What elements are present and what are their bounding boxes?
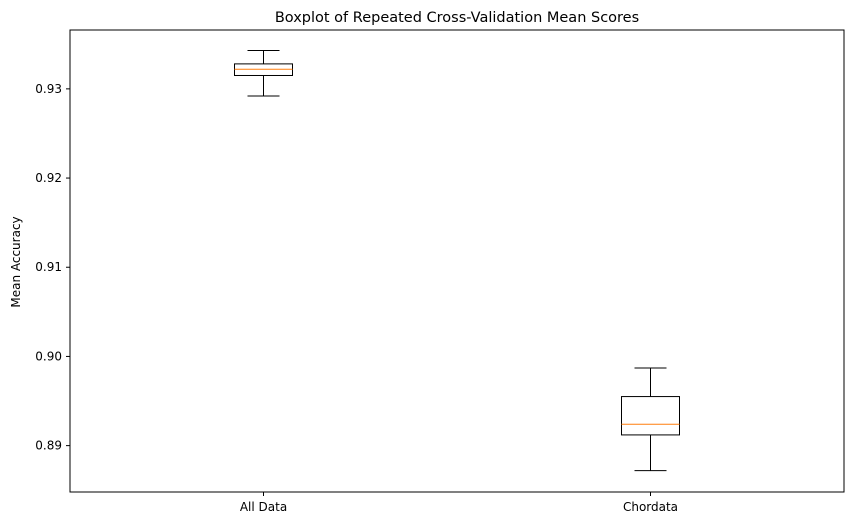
- plot-area: [69, 29, 845, 493]
- y-tick-label: 0.93: [35, 82, 62, 96]
- boxplots: [234, 50, 680, 472]
- x-ticks: All Data Chordata: [240, 492, 678, 514]
- y-tick-label: 0.90: [35, 349, 62, 363]
- y-tick-label: 0.92: [35, 171, 62, 185]
- box: [621, 396, 680, 436]
- x-tick-label: All Data: [240, 500, 287, 514]
- y-tick-label: 0.89: [35, 439, 62, 453]
- y-ticks: 0.89 0.90 0.91 0.92 0.93: [35, 82, 70, 453]
- y-axis-label: Mean Accuracy: [9, 216, 23, 307]
- y-tick-label: 0.91: [35, 260, 62, 274]
- chart-title: Boxplot of Repeated Cross-Validation Mea…: [275, 10, 639, 26]
- x-tick-label: Chordata: [623, 500, 678, 514]
